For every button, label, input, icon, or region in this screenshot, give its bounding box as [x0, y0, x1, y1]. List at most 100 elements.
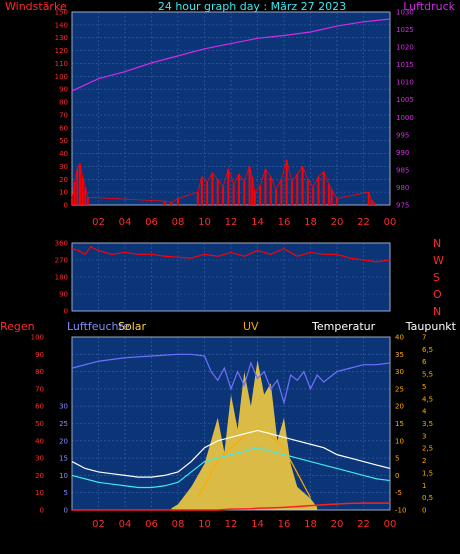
- temperature-line: [71, 429, 391, 478]
- x-tick-label: 16: [278, 519, 291, 530]
- plot-frame: [71, 242, 391, 312]
- y-tick-luftfeuchte: 25: [59, 420, 68, 428]
- x-tick-label: 04: [119, 217, 132, 228]
- y-tick-temp: 15: [395, 420, 404, 428]
- y-tick-uv: 3: [422, 432, 426, 440]
- luftdruck-label: Luftdruck: [403, 0, 455, 13]
- x-tick-label: 08: [172, 217, 185, 228]
- y-tick-regen: 100: [31, 334, 44, 342]
- y-tick-uv: 2,5: [422, 445, 433, 453]
- y-tick-left: 270: [55, 257, 68, 265]
- y-tick-luftfeuchte: 0: [64, 507, 68, 515]
- x-tick-label: 14: [251, 217, 264, 228]
- solar-area: [171, 360, 318, 510]
- y-tick-left: 10: [59, 189, 68, 197]
- y-tick-right: 1030: [396, 9, 414, 17]
- y-tick-regen: 80: [35, 368, 44, 376]
- y-tick-temp: 20: [395, 403, 404, 411]
- y-tick-temp: 25: [395, 385, 404, 393]
- y-tick-uv: 4: [422, 408, 427, 416]
- y-tick-uv: 0: [422, 507, 426, 515]
- y-tick-left: 0: [64, 202, 68, 210]
- y-tick-uv: 2: [422, 457, 426, 465]
- y-tick-uv: 4,5: [422, 395, 433, 403]
- x-tick-label: 04: [119, 519, 132, 530]
- y-tick-regen: 30: [35, 455, 44, 463]
- grid-lines: [71, 11, 391, 511]
- y-tick-right: 1010: [396, 79, 414, 87]
- chart-marks: [71, 18, 391, 511]
- x-tick-label: 16: [278, 217, 291, 228]
- y-tick-right: 1000: [396, 114, 414, 122]
- y-tick-left: 180: [55, 274, 68, 282]
- y-tick-luftfeuchte: 15: [59, 455, 68, 463]
- y-tick-uv: 6,5: [422, 346, 433, 354]
- y-tick-uv: 0,5: [422, 494, 433, 502]
- y-tick-uv: 7: [422, 334, 426, 342]
- y-tick-uv: 6: [422, 358, 427, 366]
- luftfeuchte-label: Luftfeuchte: [67, 320, 130, 333]
- x-tick-label: 22: [357, 519, 370, 530]
- y-tick-regen: 0: [40, 507, 44, 515]
- x-tick-label: 12: [225, 519, 238, 530]
- x-tick-label: 10: [198, 217, 211, 228]
- y-tick-luftfeuchte: 10: [59, 472, 68, 480]
- y-tick-right: 1005: [396, 96, 414, 104]
- y-tick-left: 90: [59, 86, 68, 94]
- y-tick-right: 1015: [396, 61, 414, 69]
- y-tick-left: 360: [55, 240, 68, 248]
- y-tick-temp: -10: [395, 507, 406, 515]
- regen-label: Regen: [0, 320, 35, 333]
- wind-line: [71, 158, 375, 203]
- y-tick-left: 130: [55, 34, 68, 42]
- temperatur-label: Temperatur: [311, 320, 376, 333]
- y-tick-left: 20: [59, 176, 68, 184]
- x-tick-label: 06: [145, 217, 158, 228]
- chart-title: 24 hour graph day : März 27 2023: [158, 0, 346, 13]
- y-tick-uv: 5,5: [422, 371, 433, 379]
- y-tick-regen: 70: [35, 385, 44, 393]
- x-tick-label: 18: [304, 519, 317, 530]
- y-tick-regen: 40: [35, 437, 44, 445]
- y-tick-left: 90: [59, 291, 68, 299]
- y-tick-right: 975: [396, 202, 409, 210]
- y-tick-regen: 60: [35, 403, 44, 411]
- windstaerke-label: Windstärke: [5, 0, 67, 13]
- y-tick-temp: 10: [395, 437, 404, 445]
- y-tick-left: 110: [55, 60, 68, 68]
- y-tick-luftfeuchte: 20: [59, 437, 68, 445]
- x-tick-label: 06: [145, 519, 158, 530]
- y-tick-right: 990: [396, 149, 409, 157]
- y-tick-left: 100: [55, 73, 68, 81]
- y-tick-left: 140: [55, 21, 68, 29]
- dewpoint-line: [71, 447, 391, 489]
- x-tick-label: 12: [225, 217, 238, 228]
- y-tick-left: 50: [59, 137, 68, 145]
- y-tick-right: 980: [396, 184, 409, 192]
- y-tick-luftfeuchte: 30: [59, 403, 68, 411]
- solar-label: Solar: [118, 320, 147, 333]
- direction-label: W: [433, 254, 444, 267]
- y-tick-left: 40: [59, 150, 68, 158]
- y-tick-left: 60: [59, 124, 68, 132]
- y-tick-regen: 10: [35, 489, 44, 497]
- y-tick-temp: 0: [395, 472, 399, 480]
- y-tick-right: 995: [396, 131, 409, 139]
- y-tick-left: 80: [59, 99, 68, 107]
- y-tick-regen: 90: [35, 351, 44, 359]
- y-tick-temp: -5: [395, 489, 402, 497]
- x-tick-label: 18: [304, 217, 317, 228]
- y-tick-left: 30: [59, 163, 68, 171]
- x-tick-label: 14: [251, 519, 264, 530]
- y-tick-regen: 20: [35, 472, 44, 480]
- y-tick-uv: 1: [422, 482, 426, 490]
- x-tick-label: 10: [198, 519, 211, 530]
- y-tick-left: 150: [55, 9, 68, 17]
- y-tick-left: 0: [64, 308, 68, 316]
- plot-frame: [71, 11, 391, 206]
- x-tick-label: 22: [357, 217, 370, 228]
- direction-line: [71, 246, 391, 263]
- taupunkt-label: Taupunkt: [405, 320, 457, 333]
- direction-label: O: [433, 288, 442, 301]
